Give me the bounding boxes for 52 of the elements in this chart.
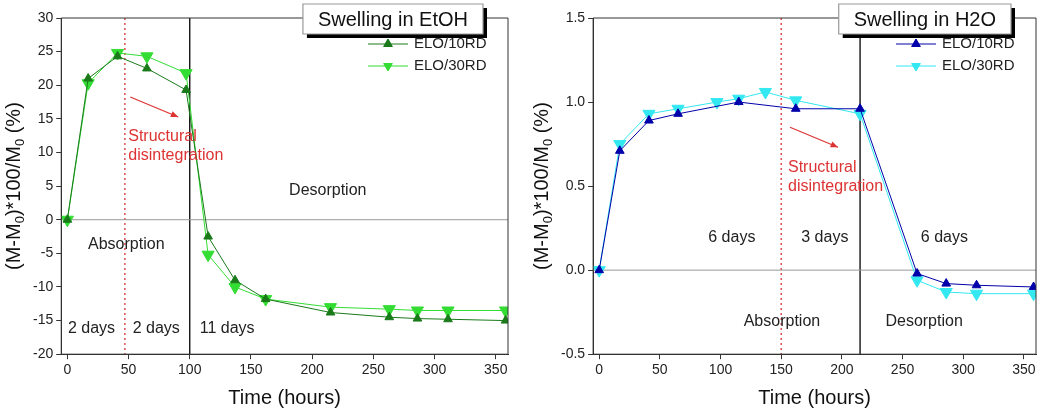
chart-title: Swelling in EtOH <box>317 7 468 30</box>
x-tick-label: 0 <box>63 361 72 378</box>
y-tick-label: 0.0 <box>565 261 586 278</box>
x-tick-label: 0 <box>595 361 604 378</box>
annotation: Desorption <box>289 181 367 199</box>
y-tick-label: -5 <box>40 244 54 261</box>
legend-label: ELO/30RD <box>942 56 1015 74</box>
annotation: 11 days <box>199 318 255 336</box>
x-tick-label: 300 <box>422 361 447 378</box>
y-tick-label: 20 <box>37 76 54 93</box>
y-axis-title: (M-M0)*100/M0 (%) <box>529 102 555 270</box>
x-tick-label: 250 <box>361 361 386 378</box>
y-tick-label: 0.5 <box>565 176 586 193</box>
y-tick-label: 30 <box>37 8 54 25</box>
y-tick-label: -0.5 <box>561 345 586 362</box>
annotation: Absorption <box>88 234 165 252</box>
x-axis-title: Time (hours) <box>228 385 341 408</box>
y-axis-title: (M-M0)*100/M0 (%) <box>1 102 27 270</box>
x-tick-label: 300 <box>951 361 976 378</box>
y-tick-label: 15 <box>37 109 54 126</box>
annotation: Absorption <box>743 312 821 330</box>
x-axis-title: Time (hours) <box>758 385 871 408</box>
x-tick-label: 350 <box>484 361 508 378</box>
annotation: Desorption <box>885 312 963 330</box>
annotation: 6 days <box>708 228 756 246</box>
x-tick-label: 100 <box>178 361 202 378</box>
y-tick-label: 5 <box>45 176 54 193</box>
x-tick-label: 350 <box>1012 361 1036 378</box>
y-tick-label: 1.0 <box>565 92 586 109</box>
x-tick-label: 50 <box>120 361 137 378</box>
x-tick-label: 150 <box>769 361 794 378</box>
annotation: 3 days <box>801 228 849 246</box>
x-tick-label: 100 <box>708 361 733 378</box>
legend-label: ELO/10RD <box>942 34 1015 52</box>
y-tick-label: -10 <box>33 277 54 294</box>
x-tick-label: 150 <box>239 361 263 378</box>
x-tick-label: 200 <box>830 361 854 378</box>
chart-title: Swelling in H2O <box>853 7 997 30</box>
x-tick-label: 250 <box>890 361 915 378</box>
annotation: 2 days <box>67 318 116 336</box>
legend-label: ELO/10RD <box>414 34 487 52</box>
y-tick-label: 0 <box>45 210 54 227</box>
y-tick-label: 10 <box>37 143 54 160</box>
annotation: 6 days <box>920 228 968 246</box>
y-tick-label: -20 <box>33 345 54 362</box>
y-tick-label: -15 <box>33 311 54 328</box>
annotation: 2 days <box>132 318 180 336</box>
y-tick-label: 25 <box>37 42 54 59</box>
x-tick-label: 50 <box>652 361 668 378</box>
legend-label: ELO/30RD <box>414 56 487 74</box>
y-tick-label: 1.5 <box>565 8 586 25</box>
x-tick-label: 200 <box>300 361 325 378</box>
